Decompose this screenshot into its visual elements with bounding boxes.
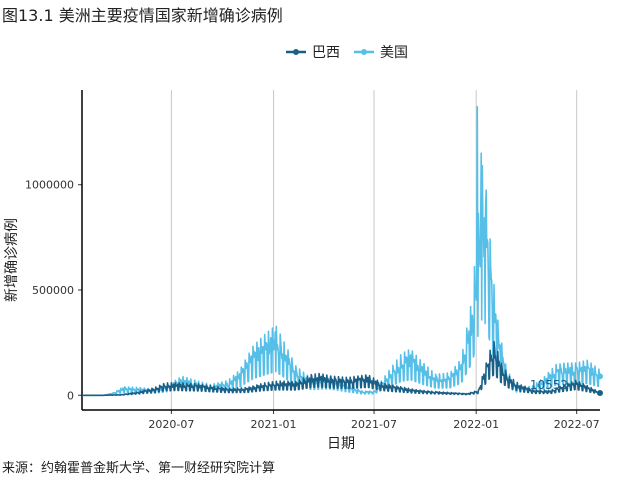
- y-axis-title: 新增确诊病例: [4, 218, 20, 302]
- x-tick-label: 2020-07: [148, 418, 194, 431]
- legend-label-brazil: 巴西: [312, 45, 340, 61]
- series-end-marker: [597, 373, 603, 380]
- x-tick-label: 2021-07: [351, 418, 397, 431]
- x-tick-label: 2021-01: [251, 418, 297, 431]
- annotation-label: 10552: [530, 378, 568, 392]
- y-tick-label: 0: [67, 389, 74, 402]
- series-end-marker: [597, 390, 603, 397]
- legend-label-usa: 美国: [380, 45, 408, 61]
- legend: 巴西 美国: [286, 42, 408, 62]
- y-tick-label: 1000000: [25, 179, 74, 192]
- x-tick-label: 2022-07: [554, 418, 600, 431]
- series-line-brazil: [81, 340, 601, 397]
- x-axis-title: 日期: [327, 436, 355, 452]
- series-line-usa: [81, 106, 601, 397]
- y-tick-label: 500000: [32, 284, 74, 297]
- x-tick-label: 2022-01: [453, 418, 499, 431]
- legend-item-usa: 美国: [354, 42, 408, 62]
- source-note: 来源：约翰霍普金斯大学、第一财经研究院计算: [2, 461, 276, 476]
- legend-item-brazil: 巴西: [286, 42, 340, 62]
- legend-key-usa: [354, 46, 374, 58]
- chart-title: 图13.1 美洲主要疫情国家新增确诊病例: [2, 6, 283, 25]
- legend-key-brazil: [286, 46, 306, 58]
